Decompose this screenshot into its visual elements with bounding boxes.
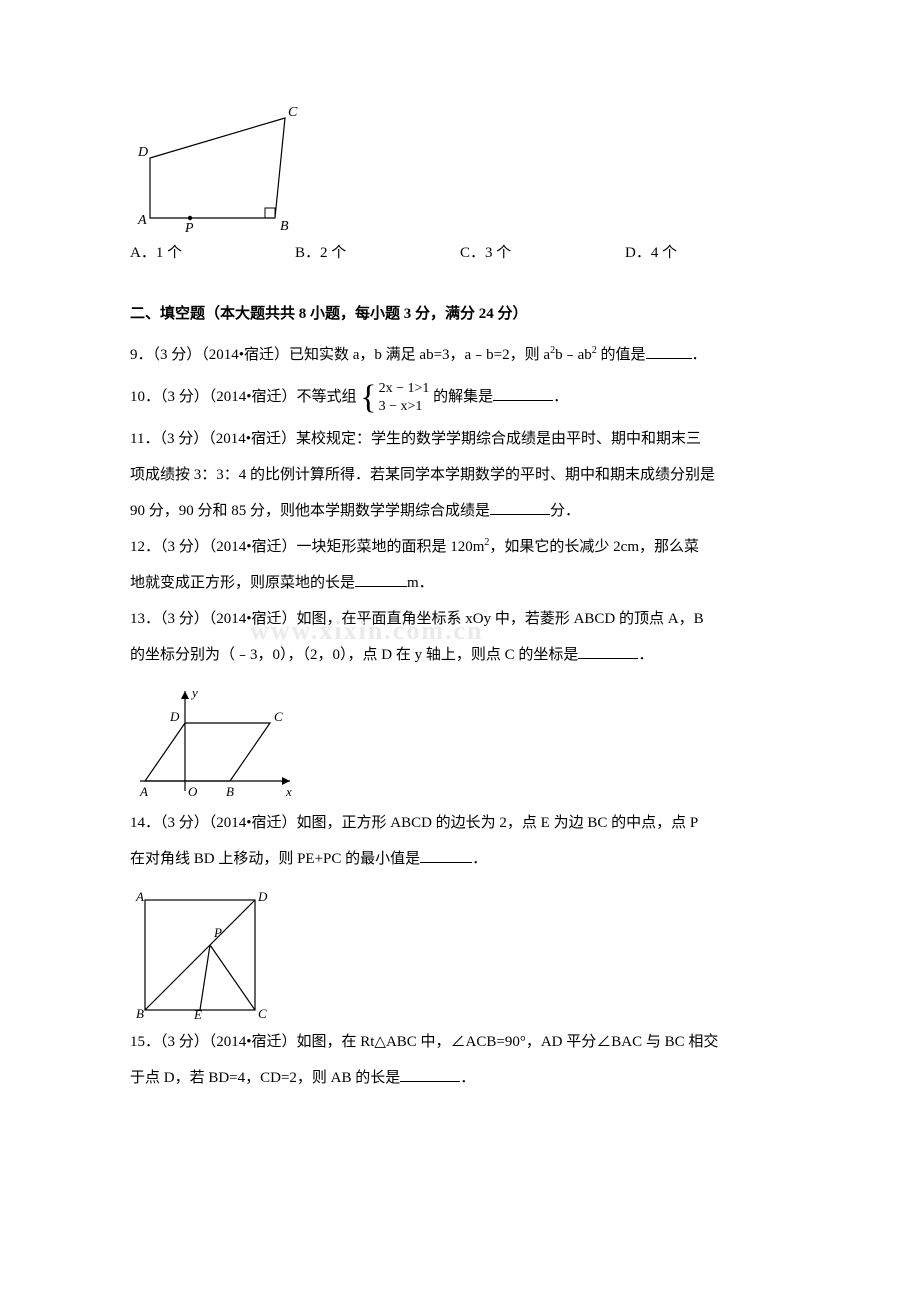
q10-brace: { [360,381,376,415]
q15-period: ． [460,1070,475,1086]
q8-option-c: C．3 个 [460,237,625,270]
q11-l3: 90 分，90 分和 85 分，则他本学期数学学期综合成绩是 分． [130,493,790,529]
q14-l2a: 在对角线 BD 上移动，则 PE+PC 的最小值是 [130,851,420,867]
q12-l2b: m． [407,575,434,591]
q8-label-B: B [280,219,289,233]
q8-option-a: A．1 个 [130,237,295,270]
q12-l1a: 12．（3 分）（2014•宿迁）一块矩形菜地的面积是 120m [130,539,484,555]
q14-figure: A D B C E P [130,885,790,1020]
q9-text-b: b﹣ab [555,347,592,363]
q9-blank [646,343,692,359]
q11-blank [490,499,550,515]
q10: 10．（3 分）（2014•宿迁）不等式组 { 2x − 1>1 3 − x>1… [130,379,790,415]
svg-text:x: x [285,784,292,799]
q14-blank [420,847,472,863]
q10-brace-group: { 2x − 1>1 3 − x>1 [360,380,429,415]
q15-l1: 15．（3 分）（2014•宿迁）如图，在 Rt△ABC 中，∠ACB=90°，… [130,1024,790,1060]
q12-blank [355,571,407,587]
q15-blank [400,1066,460,1082]
section-2-title: 二、填空题（本大题共共 8 小题，每小题 3 分，满分 24 分） [130,298,790,331]
q13-l2: 的坐标分别为（﹣3，0），（2，0），点 D 在 y 轴上，则点 C 的坐标是 ． [130,637,790,673]
q10-text-a: 10．（3 分）（2014•宿迁）不等式组 [130,389,357,405]
q10-text-b: 的解集是 [433,389,493,405]
q14-period: ． [472,851,487,867]
q13-l1: 13．（3 分）（2014•宿迁）如图，在平面直角坐标系 xOy 中，若菱形 A… [130,601,790,637]
q14-l2: 在对角线 BD 上移动，则 PE+PC 的最小值是 ． [130,841,790,877]
q9: 9．（3 分）（2014•宿迁）已知实数 a，b 满足 ab=3，a﹣b=2，则… [130,337,790,373]
svg-text:P: P [213,925,222,940]
q10-period: ． [553,389,568,405]
svg-text:B: B [136,1006,144,1020]
q9-text-a: 9．（3 分）（2014•宿迁）已知实数 a，b 满足 ab=3，a﹣b=2，则… [130,347,550,363]
q13-period: ． [638,647,653,663]
q9-period: ． [692,347,707,363]
q11-l3b: 分． [550,503,580,519]
q8-figure: A B C D P [130,98,790,233]
svg-text:C: C [274,709,283,724]
svg-text:A: A [135,889,144,904]
q11-l1: 11．（3 分）（2014•宿迁）某校规定：学生的数学学期综合成绩是由平时、期中… [130,421,790,457]
svg-text:O: O [188,784,198,799]
q9-text-c: 的值是 [597,347,646,363]
svg-text:y: y [190,685,198,700]
svg-text:D: D [257,889,268,904]
svg-text:C: C [258,1006,267,1020]
svg-text:D: D [169,709,180,724]
q8-options: A．1 个 B．2 个 C．3 个 D．4 个 [130,237,790,270]
q12-l1: 12．（3 分）（2014•宿迁）一块矩形菜地的面积是 120m2，如果它的长减… [130,529,790,565]
q8-label-P: P [184,221,194,233]
q8-option-b: B．2 个 [295,237,460,270]
q10-blank [493,385,553,401]
q10-line2: 3 − x>1 [379,399,423,414]
q8-label-C: C [288,105,298,120]
svg-text:A: A [139,784,148,799]
q11-l3a: 90 分，90 分和 85 分，则他本学期数学学期综合成绩是 [130,503,490,519]
q12-l1b: ，如果它的长减少 2cm，那么菜 [489,539,699,555]
q15-l2a: 于点 D，若 BD=4，CD=2，则 AB 的长是 [130,1070,400,1086]
q15-l2: 于点 D，若 BD=4，CD=2，则 AB 的长是 ． [130,1060,790,1096]
svg-text:E: E [193,1007,202,1020]
q8-label-A: A [137,213,147,228]
q12-l2: 地就变成正方形，则原菜地的长是 m． [130,565,790,601]
svg-text:B: B [226,784,234,799]
q13-l2a: 的坐标分别为（﹣3，0），（2，0），点 D 在 y 轴上，则点 C 的坐标是 [130,647,578,663]
q8-option-d: D．4 个 [625,237,790,270]
q13-figure: A O B D C x y [130,681,790,801]
q12-l2a: 地就变成正方形，则原菜地的长是 [130,575,355,591]
q11-l2: 项成绩按 3：3：4 的比例计算所得．若某同学本学期数学的平时、期中和期末成绩分… [130,457,790,493]
page: www.xixin.com.cn A B C D P A．1 个 B．2 个 C… [0,0,920,1302]
q14-l1: 14．（3 分）（2014•宿迁）如图，正方形 ABCD 的边长为 2，点 E … [130,805,790,841]
q8-label-D: D [137,145,148,160]
q13-blank [578,643,638,659]
q10-line1: 2x − 1>1 [379,381,430,396]
